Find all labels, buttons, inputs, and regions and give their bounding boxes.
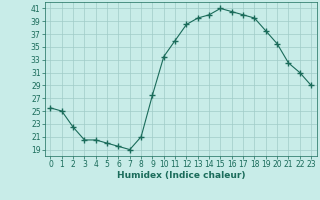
X-axis label: Humidex (Indice chaleur): Humidex (Indice chaleur) <box>116 171 245 180</box>
